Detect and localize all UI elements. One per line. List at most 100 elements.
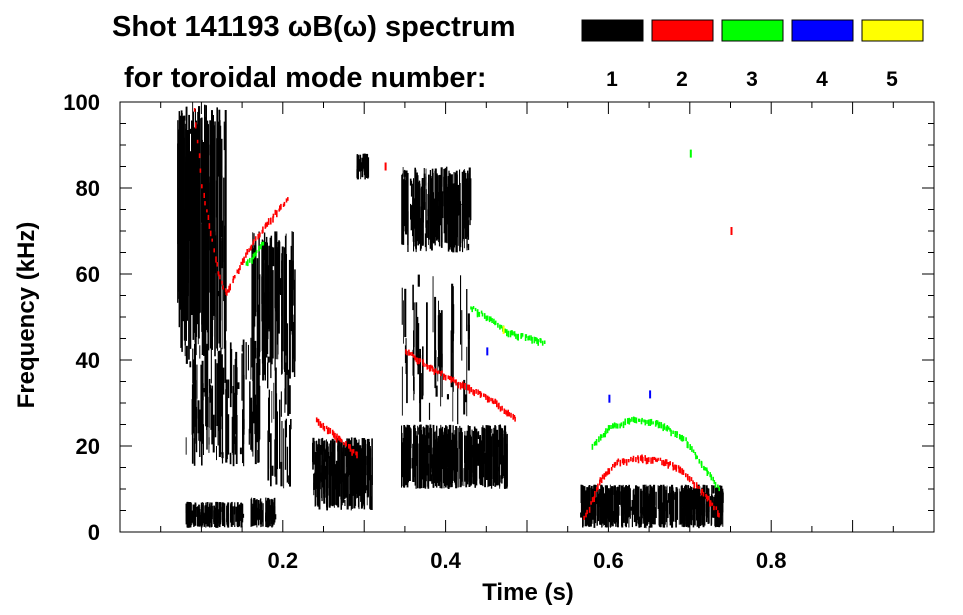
mode-2-point xyxy=(596,487,598,492)
mode-1-streak xyxy=(597,488,599,508)
mode-2-point xyxy=(590,501,592,505)
mode-3-point xyxy=(696,455,698,459)
mode-3-point xyxy=(620,422,623,427)
mode-1-streak xyxy=(428,445,430,453)
chart-title-line2: for toroidal mode number: xyxy=(124,62,487,94)
mode-1-streak xyxy=(464,431,466,482)
mode-2-point xyxy=(194,122,197,129)
mode-2-point xyxy=(663,461,665,467)
mode-2-point xyxy=(711,502,714,506)
mode-1-streak xyxy=(627,513,629,518)
mode-1-streak xyxy=(193,279,196,333)
mode-2-point xyxy=(457,381,460,389)
mode-1-streak xyxy=(667,493,670,503)
mode-1-streak xyxy=(502,455,505,476)
mode-1-streak xyxy=(211,385,214,445)
mode-1-streak xyxy=(453,453,456,473)
mode-1-streak xyxy=(233,392,236,444)
mode-1-streak xyxy=(466,289,468,332)
mode-1-streak xyxy=(404,169,406,227)
mode-3-point xyxy=(594,440,597,446)
mode-1-streak xyxy=(254,394,257,435)
mode-2-point xyxy=(416,357,419,365)
mode-1-streak xyxy=(440,310,443,368)
mode-1-streak xyxy=(313,473,315,490)
mode-1-streak xyxy=(220,347,222,430)
mode-1-streak xyxy=(459,215,462,229)
mode-1-streak xyxy=(209,502,211,512)
mode-1-streak xyxy=(218,502,221,528)
mode-3-point xyxy=(641,417,643,422)
mode-1-streak xyxy=(412,183,414,232)
mode-1-streak xyxy=(337,445,339,452)
mode-1-streak xyxy=(698,484,700,529)
mode-3-point xyxy=(504,328,506,333)
mode-2-point xyxy=(435,368,437,373)
mode-1-streak xyxy=(714,494,716,513)
mode-1-streak xyxy=(494,425,496,475)
mode-2-point xyxy=(717,510,719,517)
mode-1-streak xyxy=(457,382,459,425)
mode-1-streak xyxy=(254,432,257,465)
mode-3-point xyxy=(656,420,659,424)
mode-1-streak xyxy=(229,342,232,408)
mode-1-streak xyxy=(274,367,277,442)
mode-1-streak xyxy=(186,501,189,528)
mode-2-point xyxy=(440,371,442,377)
mode-2-point xyxy=(441,370,443,374)
mode-1-streak xyxy=(205,345,207,427)
mode-1-streak xyxy=(252,268,254,357)
x-tick-label: 0.6 xyxy=(593,548,624,573)
mode-1-streak xyxy=(367,491,369,498)
mode-1-streak xyxy=(453,434,455,468)
mode-1-streak xyxy=(252,503,254,527)
mode-1-streak xyxy=(440,428,443,489)
mode-3-point xyxy=(474,307,477,312)
mode-1-streak xyxy=(413,302,415,348)
mode-1-streak xyxy=(318,451,321,481)
mode-1-region xyxy=(401,274,470,425)
mode-2-point xyxy=(213,248,215,253)
mode-2-point xyxy=(713,505,715,511)
mode-2-point xyxy=(709,500,711,507)
mode-1-streak xyxy=(660,498,662,509)
mode-2-point xyxy=(677,465,680,469)
mode-2-point xyxy=(588,506,591,513)
mode-2-curve xyxy=(193,108,289,296)
mode-3-point xyxy=(644,419,647,426)
mode-2-point xyxy=(209,230,212,237)
mode-1-streak xyxy=(710,494,713,525)
mode-1-streak xyxy=(485,428,488,454)
mode-2-point xyxy=(423,362,425,367)
mode-1-streak xyxy=(289,424,291,487)
mode-4-mark xyxy=(608,394,611,403)
mode-3-point xyxy=(700,461,703,468)
mode-1-streak xyxy=(180,110,183,348)
mode-1-streak xyxy=(320,445,322,455)
mode-2-point xyxy=(283,201,286,206)
mode-1-streak xyxy=(403,300,404,344)
mode-1-streak xyxy=(192,393,194,421)
mode-1-streak xyxy=(692,514,695,528)
mode-1-streak xyxy=(401,442,403,465)
mode-1-streak xyxy=(230,503,232,521)
mode-2-point xyxy=(252,239,255,244)
mode-1-streak xyxy=(265,512,267,518)
mode-1-streak xyxy=(221,386,224,464)
mode-1-streak xyxy=(487,432,489,466)
mode-3-point xyxy=(247,259,249,267)
mode-1-streak xyxy=(200,364,202,442)
mode-2-point xyxy=(454,379,456,384)
mode-1-streak xyxy=(268,501,270,521)
mode-1-streak xyxy=(451,453,453,475)
mode-2-point xyxy=(473,389,475,397)
mode-1-streak xyxy=(675,499,678,514)
mode-1-streak xyxy=(203,218,206,327)
mode-1-streak xyxy=(604,485,607,528)
mode-1-streak xyxy=(358,477,361,486)
mode-1-streak xyxy=(237,382,240,389)
mode-1-streak xyxy=(421,434,423,458)
mode-3-point xyxy=(649,419,652,426)
mode-1-streak xyxy=(646,490,648,525)
mode-1-streak xyxy=(448,446,451,462)
